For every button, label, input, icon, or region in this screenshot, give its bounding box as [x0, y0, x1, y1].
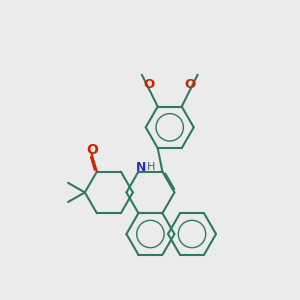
Text: H: H	[147, 162, 155, 172]
Text: O: O	[185, 78, 196, 92]
Text: O: O	[143, 78, 155, 92]
Text: N: N	[136, 160, 146, 174]
Text: O: O	[86, 143, 98, 157]
